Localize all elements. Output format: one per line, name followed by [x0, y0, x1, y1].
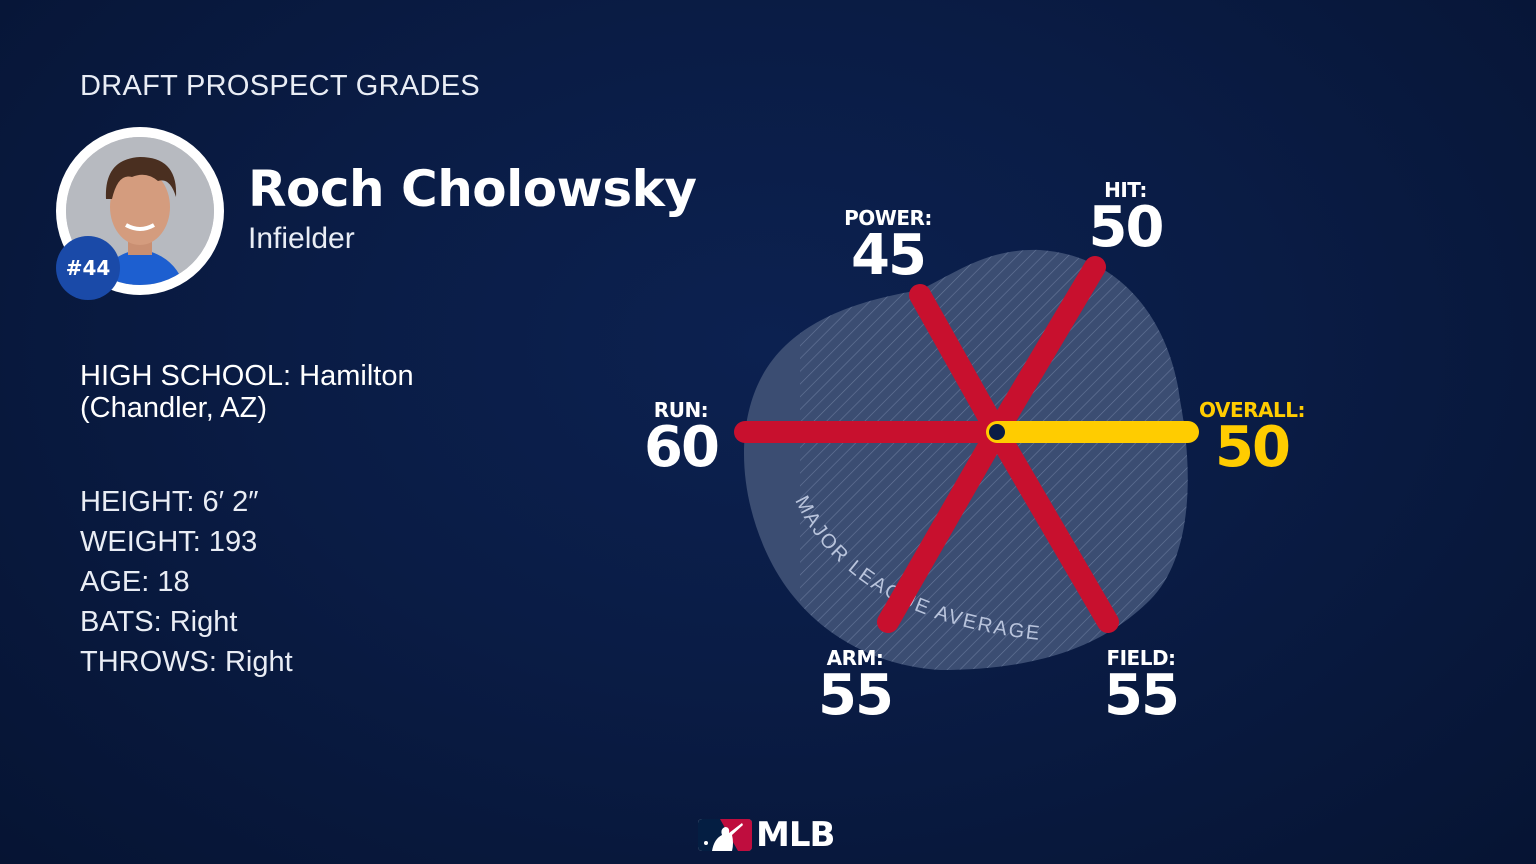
- grade-power: POWER: 45: [844, 206, 932, 288]
- stat-age: AGE: 18: [80, 566, 190, 598]
- grade-run: RUN: 60: [644, 398, 720, 480]
- page-eyebrow: DRAFT PROSPECT GRADES: [80, 70, 481, 102]
- mlb-wordmark: MLB: [756, 815, 835, 855]
- grade-field: FIELD: 55: [1104, 646, 1180, 728]
- stat-throws: THROWS: Right: [80, 646, 293, 678]
- grade-overall: OVERALL: 50: [1199, 398, 1305, 480]
- stat-height: HEIGHT: 6′ 2″: [80, 486, 259, 518]
- mlb-logo: MLB: [698, 815, 835, 855]
- grade-arm: ARM: 55: [818, 646, 894, 728]
- power-bar: [909, 284, 1008, 443]
- stat-weight: WEIGHT: 193: [80, 526, 258, 558]
- arm-bar: [877, 421, 1008, 633]
- hit-bar: [986, 256, 1106, 443]
- high-school: HIGH SCHOOL: Hamilton (Chandler, AZ): [80, 360, 414, 424]
- jersey-number-badge: #44: [56, 236, 120, 300]
- center-dot: [989, 424, 1005, 440]
- player-position: Infielder: [248, 222, 355, 255]
- tool-bars: [734, 256, 1119, 633]
- mlb-batter-icon: [698, 819, 752, 851]
- player-stats: HEIGHT: 6′ 2″ WEIGHT: 193 AGE: 18 BATS: …: [80, 482, 293, 682]
- stat-bats: BATS: Right: [80, 606, 238, 638]
- field-bar: [986, 421, 1119, 633]
- player-name: Roch Cholowsky: [248, 160, 697, 218]
- major-league-average-area: MAJOR LEAGUE AVERAGE: [743, 249, 1188, 670]
- grade-hit: HIT: 50: [1088, 178, 1165, 260]
